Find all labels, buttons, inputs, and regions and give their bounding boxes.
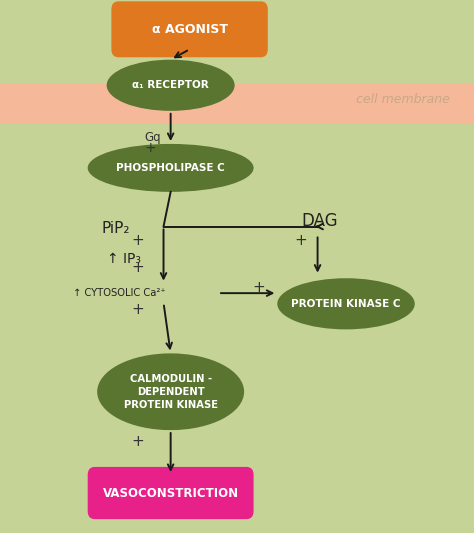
Text: +: + [145, 141, 156, 155]
Text: PHOSPHOLIPASE C: PHOSPHOLIPASE C [116, 163, 225, 173]
Ellipse shape [97, 353, 244, 430]
Text: ↑ CYTOSOLIC Ca²⁺: ↑ CYTOSOLIC Ca²⁺ [73, 288, 166, 298]
Text: +: + [131, 302, 144, 317]
Text: α AGONIST: α AGONIST [152, 23, 228, 36]
Text: +: + [131, 434, 144, 449]
Text: +: + [131, 260, 144, 275]
Ellipse shape [88, 144, 254, 192]
FancyBboxPatch shape [111, 1, 268, 58]
Text: DAG: DAG [301, 212, 337, 230]
FancyBboxPatch shape [0, 84, 474, 124]
Text: cell membrane: cell membrane [356, 93, 450, 106]
Text: +: + [131, 233, 144, 248]
Ellipse shape [277, 278, 415, 329]
Text: Gq: Gq [145, 131, 161, 144]
Text: PROTEIN KINASE C: PROTEIN KINASE C [291, 299, 401, 309]
Text: VASOCONSTRICTION: VASOCONSTRICTION [102, 487, 239, 499]
Text: +: + [252, 280, 264, 295]
Text: PiP₂: PiP₂ [102, 221, 130, 236]
Text: α₁ RECEPTOR: α₁ RECEPTOR [132, 80, 209, 90]
Text: CALMODULIN -
DEPENDENT
PROTEIN KINASE: CALMODULIN - DEPENDENT PROTEIN KINASE [124, 374, 218, 409]
Text: ↑ IP₃: ↑ IP₃ [107, 252, 141, 265]
FancyBboxPatch shape [88, 467, 254, 519]
Ellipse shape [107, 60, 235, 111]
Text: +: + [295, 233, 307, 248]
